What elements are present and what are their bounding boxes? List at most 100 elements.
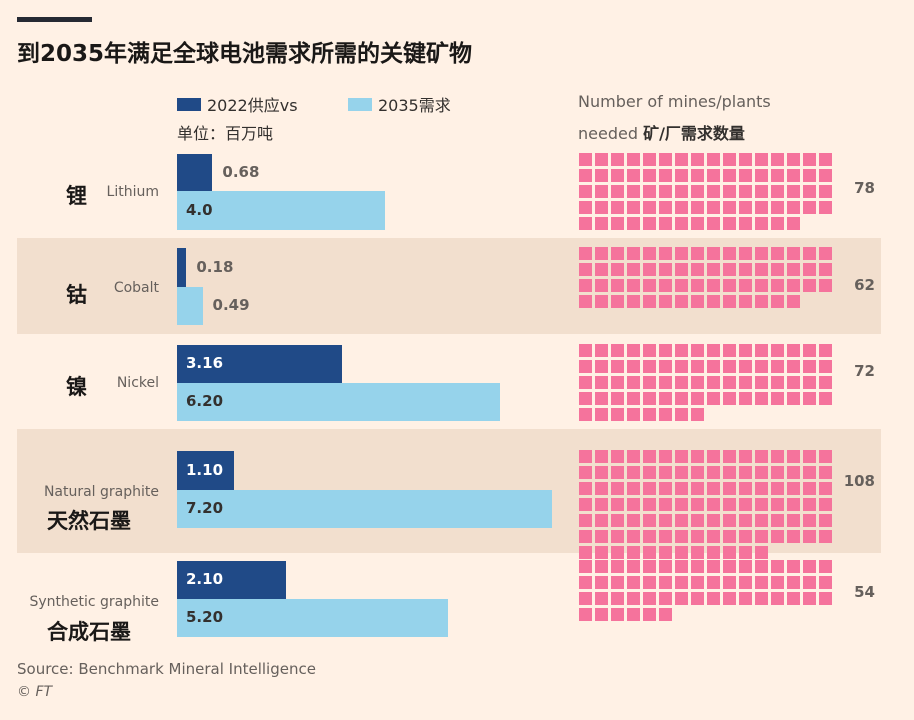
bar-demand-synthetic-graphite [177,599,448,637]
mine-square [723,450,736,463]
mine-square [771,153,784,166]
mine-square [771,295,784,308]
mine-square [595,360,608,373]
mine-square [659,217,672,230]
mine-square [787,217,800,230]
mine-square [739,344,752,357]
mine-square [755,344,768,357]
mine-square [643,344,656,357]
mine-square [755,546,768,559]
mine-square [723,546,736,559]
mine-square [691,408,704,421]
mine-square [755,201,768,214]
value-supply-natural-graphite: 1.10 [186,460,224,479]
unit-label: 单位：百万吨 [177,124,274,143]
mine-square [627,450,640,463]
mine-square [691,576,704,589]
mine-square [643,560,656,573]
mine-square [595,482,608,495]
mine-square [723,466,736,479]
mine-square [595,514,608,527]
mine-square [659,263,672,276]
mine-square [595,247,608,260]
mine-square [739,169,752,182]
mine-square [691,169,704,182]
mine-square [755,514,768,527]
mine-square [803,592,816,605]
mine-square [627,560,640,573]
mine-square [739,592,752,605]
mine-square [611,247,624,260]
mine-square [771,592,784,605]
mine-square [627,514,640,527]
mine-square [803,185,816,198]
legend-demand-label: 2035需求 [378,96,451,115]
mine-square [611,153,624,166]
mine-square [723,185,736,198]
mine-square [643,185,656,198]
mine-square [819,201,832,214]
mine-square [691,592,704,605]
mine-square [707,295,720,308]
mine-square [595,530,608,543]
mine-square [595,279,608,292]
mine-square [739,530,752,543]
mine-square [643,263,656,276]
mine-square [787,201,800,214]
mine-square [643,360,656,373]
category-label-en: Cobalt [113,280,159,296]
mine-square [611,450,624,463]
mine-square [659,530,672,543]
mine-square [611,295,624,308]
mine-square [611,201,624,214]
mine-square [659,279,672,292]
mine-square [611,466,624,479]
mine-square [707,560,720,573]
mine-square [691,360,704,373]
mine-square [611,279,624,292]
mine-square [771,247,784,260]
category-label-zh: 天然石墨 [47,509,131,533]
mine-square [723,482,736,495]
mines-count-lithium: 78 [854,179,875,197]
mine-square [579,279,592,292]
mine-square [803,344,816,357]
mines-count-natural-graphite: 108 [843,472,875,490]
mine-square [643,201,656,214]
mine-square [691,560,704,573]
mine-square [787,360,800,373]
mine-square [627,295,640,308]
mine-square [771,185,784,198]
mine-square [691,295,704,308]
mine-square [755,376,768,389]
mine-square [755,185,768,198]
mine-square [659,576,672,589]
mine-square [691,450,704,463]
mine-square [707,592,720,605]
mine-square [595,344,608,357]
mine-square [627,576,640,589]
mine-square [627,546,640,559]
mine-square [803,279,816,292]
mine-square [819,576,832,589]
mine-square [643,576,656,589]
mine-square [691,201,704,214]
mines-header-en: needed [578,124,638,143]
mine-square [627,201,640,214]
mine-square [675,279,688,292]
mine-square [739,498,752,511]
mine-square [643,514,656,527]
mine-square [643,450,656,463]
source-note: Source: Benchmark Mineral Intelligence [17,660,316,678]
mine-square [819,450,832,463]
mine-square [643,466,656,479]
mine-square [691,530,704,543]
mine-square [611,360,624,373]
mine-square [803,247,816,260]
mine-square [595,592,608,605]
mine-square [723,344,736,357]
mine-square [707,466,720,479]
mine-square [787,376,800,389]
mine-square [595,560,608,573]
legend-supply-label: 2022供应vs [207,96,298,115]
